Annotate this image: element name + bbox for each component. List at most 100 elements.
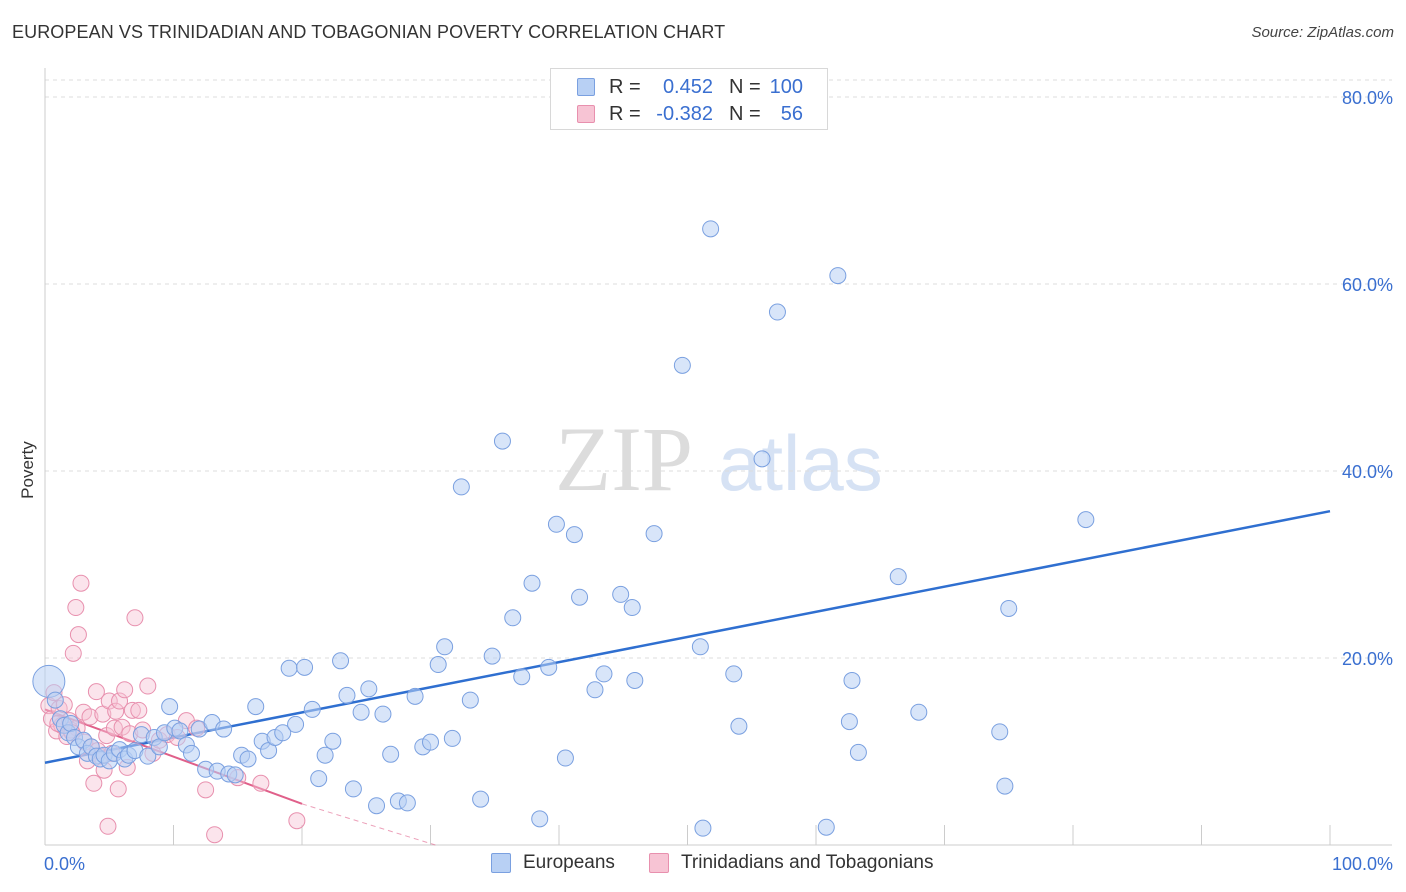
european-point: [443, 729, 461, 747]
x-tick-label-right: 100.0%: [1332, 854, 1393, 874]
european-point: [483, 647, 501, 665]
trinidad-point: [139, 677, 157, 695]
legend-n-label: N =: [729, 76, 761, 98]
trinidad-point: [99, 817, 117, 835]
european-point: [472, 790, 490, 808]
legend-n-value: 56: [780, 103, 803, 125]
european-point: [623, 599, 641, 617]
european-point: [753, 450, 771, 468]
legend-r-label: R =: [609, 76, 641, 98]
european-point: [691, 638, 709, 656]
bottom-legend-swatch-europeans: [491, 853, 511, 873]
chart-title: EUROPEAN VS TRINIDADIAN AND TOBAGONIAN P…: [12, 22, 726, 42]
european-point: [344, 780, 362, 798]
legend-n-label: N =: [729, 103, 761, 125]
european-point: [586, 681, 604, 699]
european-point: [171, 722, 189, 740]
legend-r-value: -0.382: [656, 103, 713, 125]
european-point: [374, 705, 392, 723]
trinidad-point: [69, 626, 87, 644]
axes: [44, 68, 1392, 846]
x-tick-label-left: 0.0%: [44, 854, 85, 874]
european-point: [303, 700, 321, 718]
trinidad-point: [130, 701, 148, 719]
european-point: [540, 658, 558, 676]
trinidad-point: [288, 812, 306, 830]
legend-n-value: 100: [769, 76, 803, 98]
european-point: [556, 749, 574, 767]
legend-swatch-trinidad: [577, 105, 595, 123]
european-point: [523, 574, 541, 592]
trinidad-point: [123, 701, 141, 719]
european-point: [694, 819, 712, 837]
trinidad-point: [252, 774, 270, 792]
legend-swatch-europeans: [577, 78, 595, 96]
european-point: [352, 703, 370, 721]
watermark-atlas: atlas: [718, 419, 883, 507]
european-point: [910, 703, 928, 721]
european-point: [829, 267, 847, 285]
trend-lines: [44, 509, 1331, 846]
european-point: [1000, 599, 1018, 617]
european-point: [504, 609, 522, 627]
source-label: Source: ZipAtlas.com: [1251, 24, 1394, 41]
european-point: [702, 220, 720, 238]
european-point: [239, 750, 257, 768]
european-point: [513, 668, 531, 686]
trinidad-point: [206, 826, 224, 844]
european-point: [182, 744, 200, 762]
european-point: [1077, 511, 1095, 529]
european-point: [32, 664, 66, 698]
legend-row-trinidad: R = -0.382 N = 56: [551, 100, 827, 128]
european-point: [725, 665, 743, 683]
bottom-legend-label-trinidad: Trinidadians and Tobagonians: [681, 852, 934, 873]
trinidad-point: [85, 774, 103, 792]
y-tick-label: 40.0%: [1342, 462, 1393, 482]
european-point: [332, 652, 350, 670]
european-point: [626, 671, 644, 689]
european-point: [360, 680, 378, 698]
bottom-legend-label-europeans: Europeans: [523, 852, 615, 873]
trinidad-point: [67, 599, 85, 617]
trinidad-point: [81, 708, 99, 726]
european-point: [316, 746, 334, 764]
european-point: [996, 777, 1014, 795]
trinidad-point: [100, 692, 118, 710]
legend-r-value: 0.452: [662, 76, 713, 98]
european-point: [571, 588, 589, 606]
trinidad-point: [126, 609, 144, 627]
european-point: [368, 797, 386, 815]
european-point: [730, 717, 748, 735]
european-point: [310, 770, 328, 788]
grid-lines: [45, 79, 1392, 659]
watermark-zip: ZIP: [555, 408, 693, 510]
european-point: [645, 525, 663, 543]
data-points: [32, 220, 1095, 844]
trinidad-point: [116, 681, 134, 699]
european-point: [215, 720, 233, 738]
european-point: [62, 714, 80, 732]
european-point: [274, 724, 292, 742]
european-point: [843, 671, 861, 689]
watermark: ZIP atlas: [555, 408, 883, 510]
european-point: [287, 715, 305, 733]
european-point: [595, 665, 613, 683]
european-point: [429, 656, 447, 674]
european-point: [768, 303, 786, 321]
european-point: [452, 478, 470, 496]
european-point: [565, 526, 583, 544]
y-tick-label: 60.0%: [1342, 275, 1393, 295]
trinidad-point: [109, 780, 127, 798]
european-point: [338, 686, 356, 704]
european-point: [531, 810, 549, 828]
european-point: [161, 698, 179, 716]
european-point: [840, 713, 858, 731]
european-point: [247, 698, 265, 716]
european-point: [612, 585, 630, 603]
y-tick-label: 20.0%: [1342, 649, 1393, 669]
trinidad-point: [64, 644, 82, 662]
trinidad-point: [72, 574, 90, 592]
trinidad-trend-line-extension: [301, 803, 436, 846]
european-point: [493, 432, 511, 450]
